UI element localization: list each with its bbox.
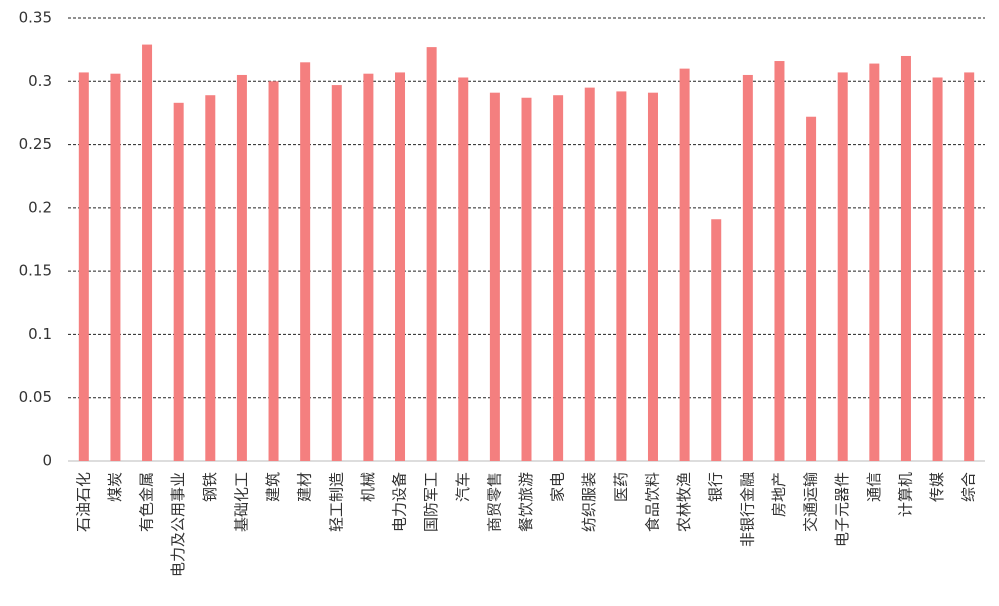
x-tick-label: 房地产 <box>770 472 788 517</box>
x-tick-label: 综合 <box>960 472 978 502</box>
x-tick-label: 建筑 <box>264 472 282 502</box>
x-tick-label: 煤炭 <box>106 472 124 502</box>
y-tick-label: 0.3 <box>28 72 52 90</box>
bar <box>110 73 121 461</box>
x-tick-label: 非银行金融 <box>738 472 756 547</box>
x-tick-label: 国防军工 <box>422 472 440 532</box>
bar <box>647 92 658 462</box>
x-tick-label: 家电 <box>549 472 567 502</box>
bar <box>458 77 469 461</box>
x-tick-label: 轻工制造 <box>327 472 345 532</box>
x-tick-label: 机械 <box>359 472 377 502</box>
x-tick-label: 食品饮料 <box>643 472 661 532</box>
x-tick-label: 农林牧渔 <box>675 472 693 532</box>
bar <box>806 116 817 462</box>
y-tick-label: 0 <box>42 452 52 470</box>
y-tick-label: 0.2 <box>28 198 52 216</box>
bar <box>521 97 532 462</box>
bar <box>679 68 690 461</box>
y-tick-label: 0.25 <box>19 135 52 153</box>
bar <box>142 44 153 462</box>
bar <box>331 85 342 461</box>
bar <box>837 72 848 461</box>
bar <box>900 55 911 461</box>
bar <box>268 81 279 462</box>
bar <box>489 92 500 462</box>
bar <box>742 74 753 461</box>
x-tick-label: 电子元器件 <box>833 472 851 547</box>
x-tick-label: 石油石化 <box>74 472 92 532</box>
x-tick-label: 建材 <box>296 472 314 502</box>
x-tick-label: 计算机 <box>896 472 914 517</box>
x-tick-label: 汽车 <box>454 472 472 502</box>
x-tick-label: 钢铁 <box>201 472 219 502</box>
x-tick-label: 传媒 <box>928 472 946 502</box>
bar <box>173 102 184 461</box>
y-tick-label: 0.1 <box>28 325 52 343</box>
bar <box>932 77 943 461</box>
bar <box>774 61 785 461</box>
x-tick-label: 通信 <box>865 472 883 502</box>
x-tick-label: 商贸零售 <box>485 472 503 532</box>
bar <box>363 73 374 461</box>
x-tick-label: 有色金属 <box>138 472 156 532</box>
x-tick-label: 餐饮旅游 <box>517 472 535 532</box>
y-tick-label: 0.15 <box>19 262 52 280</box>
x-tick-label: 基础化工 <box>232 472 250 532</box>
bar <box>964 72 975 461</box>
x-tick-label: 交通运输 <box>802 472 820 532</box>
bar <box>869 63 880 462</box>
bar <box>236 74 247 461</box>
x-tick-label: 医药 <box>612 472 630 502</box>
bar <box>426 47 437 462</box>
x-tick-label: 电力设备 <box>391 472 409 532</box>
x-tick-label: 电力及公用事业 <box>169 472 187 577</box>
bar <box>300 62 311 462</box>
bar <box>553 95 564 462</box>
x-tick-label: 纺织服装 <box>580 472 598 532</box>
bar <box>205 95 216 462</box>
bar <box>395 72 406 461</box>
bar <box>78 72 89 461</box>
y-tick-label: 0.05 <box>19 388 52 406</box>
bar <box>711 219 722 461</box>
bar <box>584 87 595 461</box>
bar <box>616 91 627 461</box>
x-tick-label: 银行 <box>707 472 725 502</box>
y-tick-label: 0.35 <box>19 9 52 27</box>
